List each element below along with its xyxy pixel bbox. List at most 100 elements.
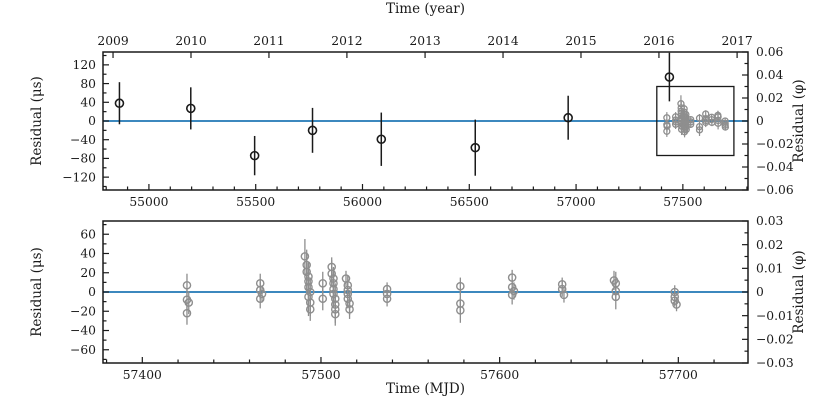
year-tick-label: 2011 xyxy=(253,34,284,48)
data-point xyxy=(456,281,465,291)
bottom-panel-yright-title: Residual (φ) xyxy=(791,250,807,334)
data-point xyxy=(304,292,313,302)
data-point xyxy=(714,119,722,127)
yright-tick-label: 0 xyxy=(756,285,764,299)
yleft-tick-label: 20 xyxy=(80,266,96,280)
data-point xyxy=(329,289,338,299)
data-point xyxy=(185,103,196,114)
year-tick-label: 2015 xyxy=(565,34,596,48)
data-point xyxy=(721,123,730,131)
data-point xyxy=(507,290,517,300)
top-panel: 55000 55500 56000 56500 57000 57500 2009 2010 20… xyxy=(62,34,794,209)
top-ticks: 55000 55500 56000 56500 57000 57500 2009 2010 20… xyxy=(62,34,794,209)
x-tick-label: 57500 xyxy=(301,368,340,382)
yright-tick-label: −0.02 xyxy=(756,137,794,151)
year-tick-label: 2010 xyxy=(175,34,206,48)
data-point xyxy=(318,294,328,304)
yleft-tick-label: 40 xyxy=(80,247,96,261)
data-point xyxy=(305,305,315,314)
bottom-panel-yleft-title: Residual (μs) xyxy=(29,247,45,337)
top-axis-title: Time (year) xyxy=(385,1,466,17)
x-tick-label: 55000 xyxy=(129,195,168,209)
data-point xyxy=(664,72,675,82)
data-point xyxy=(255,294,265,304)
yright-tick-label: −0.02 xyxy=(756,333,794,347)
data-point xyxy=(184,298,194,307)
year-tick-label: 2014 xyxy=(487,34,518,48)
top-data xyxy=(114,52,730,176)
data-point xyxy=(330,309,340,319)
series-archival-residuals-2009-2016 xyxy=(114,52,675,176)
yleft-tick-label: −40 xyxy=(70,133,96,147)
data-point xyxy=(114,98,125,109)
data-point xyxy=(343,294,353,304)
bottom-ticks: 57400 57500 57600 57700 60 40 20 0 −20 −40 −60 0.03… xyxy=(70,214,794,382)
data-point xyxy=(563,112,573,123)
yleft-tick-label: −120 xyxy=(62,170,96,184)
data-point xyxy=(382,294,392,304)
x-tick-label: 56500 xyxy=(450,195,489,209)
yright-tick-label: −0.06 xyxy=(756,183,794,197)
bottom-data xyxy=(182,239,681,326)
bottom-panel: 57400 57500 57600 57700 60 40 20 0 −20 −40 −60 0.03… xyxy=(70,214,794,382)
data-point xyxy=(672,300,681,309)
year-tick-label: 2012 xyxy=(331,34,362,48)
yleft-tick-label: −80 xyxy=(70,152,96,166)
yright-tick-label: 0.03 xyxy=(756,214,783,228)
year-tick-label: 2016 xyxy=(643,34,674,48)
data-point xyxy=(376,134,387,145)
yright-tick-label: 0 xyxy=(756,114,764,128)
data-point xyxy=(249,150,260,161)
yleft-tick-label: 80 xyxy=(80,77,96,91)
yleft-tick-label: 60 xyxy=(80,227,96,241)
data-point xyxy=(687,120,695,128)
top-panel-yright-title: Residual (φ) xyxy=(791,79,807,163)
x-tick-label: 57600 xyxy=(480,368,519,382)
data-point xyxy=(611,292,621,302)
yright-tick-label: 0.01 xyxy=(756,262,783,276)
yright-tick-label: −0.04 xyxy=(756,160,794,174)
data-point xyxy=(557,284,567,294)
yright-tick-label: 0.06 xyxy=(756,45,784,59)
yright-tick-label: 0.04 xyxy=(756,68,784,82)
yleft-tick-label: 120 xyxy=(73,58,96,72)
yleft-tick-label: −60 xyxy=(70,343,96,357)
yleft-tick-label: 0 xyxy=(88,285,96,299)
yright-tick-label: 0.02 xyxy=(756,238,783,252)
series-dense-residuals-2016-2017 xyxy=(663,95,730,138)
yright-tick-label: −0.03 xyxy=(756,356,794,370)
yright-tick-label: −0.01 xyxy=(756,309,794,323)
data-point xyxy=(302,267,311,277)
year-tick-label: 2013 xyxy=(409,34,440,48)
data-point xyxy=(345,305,354,314)
x-tick-label: 55500 xyxy=(236,195,275,209)
data-point xyxy=(257,289,267,299)
series-dense-residuals-2016-2017 xyxy=(182,239,681,326)
data-point xyxy=(663,127,671,135)
data-point xyxy=(307,125,318,136)
yleft-tick-label: −20 xyxy=(70,304,96,318)
yleft-tick-label: 0 xyxy=(88,114,96,128)
data-point xyxy=(456,305,465,315)
year-tick-label: 2017 xyxy=(721,34,752,48)
top-panel-yleft-title: Residual (μs) xyxy=(29,76,45,166)
x-tick-label: 57400 xyxy=(123,368,162,382)
x-tick-label: 57500 xyxy=(663,195,702,209)
x-tick-label: 56000 xyxy=(343,195,382,209)
data-point xyxy=(300,252,310,261)
data-point xyxy=(682,125,690,134)
data-point xyxy=(327,269,336,279)
data-point xyxy=(695,126,704,134)
yleft-tick-label: −40 xyxy=(70,324,96,338)
data-point xyxy=(318,279,328,288)
yright-tick-label: 0.02 xyxy=(756,91,783,105)
zoom-region-box xyxy=(656,85,735,157)
data-point xyxy=(470,142,481,153)
year-tick-label: 2009 xyxy=(97,34,128,48)
x-tick-label: 57700 xyxy=(659,368,698,382)
data-point xyxy=(182,308,192,318)
bottom-axis-title: Time (MJD) xyxy=(386,381,465,397)
data-point xyxy=(559,290,569,300)
